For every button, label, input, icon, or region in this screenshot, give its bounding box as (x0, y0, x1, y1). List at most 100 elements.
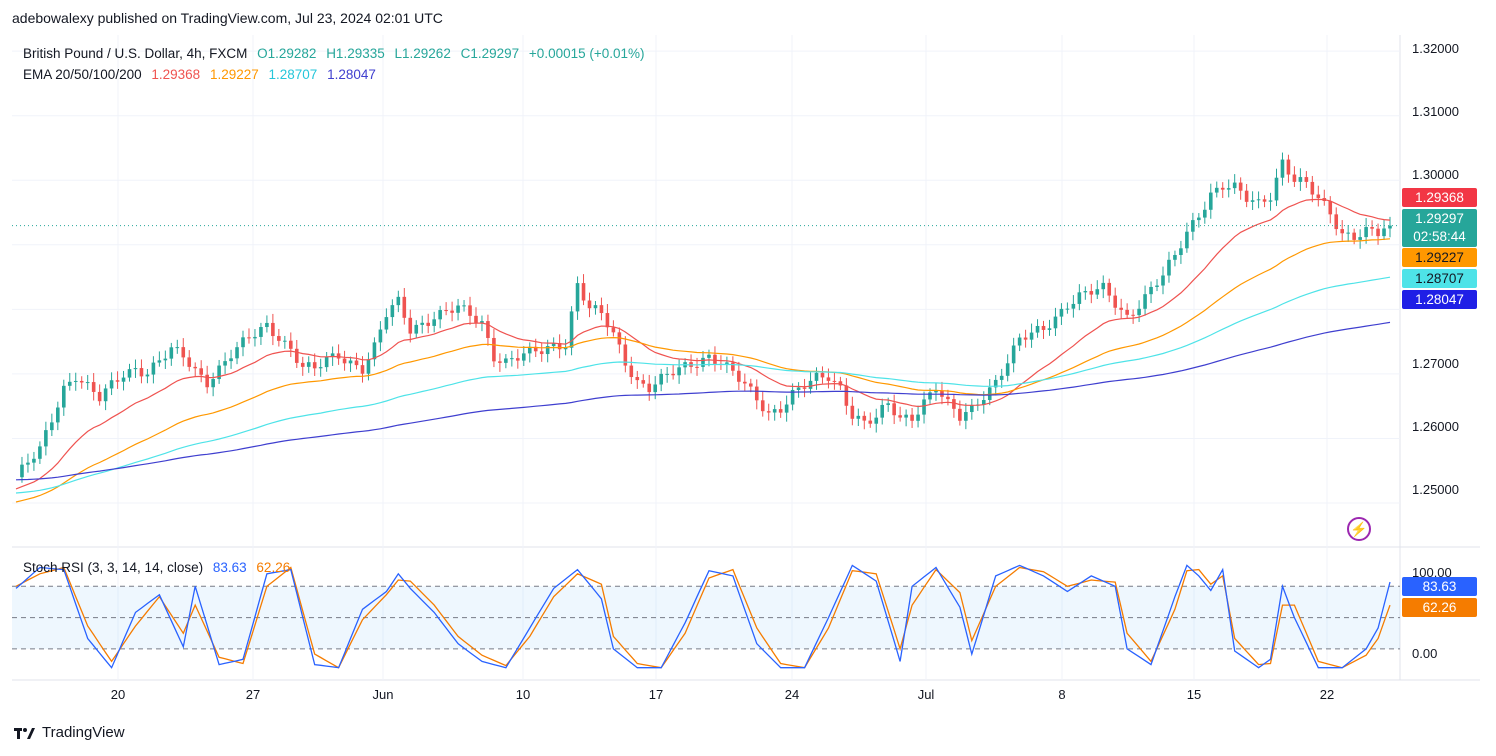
candle-body (934, 390, 938, 393)
ema200-value: 1.28047 (327, 67, 376, 82)
candle-body (1041, 325, 1046, 330)
ohlc-low: L1.29262 (394, 46, 451, 61)
stoch-k-line (15, 564, 1391, 669)
candle-body (139, 368, 144, 377)
y-tick-label: 1.30000 (1412, 167, 1459, 182)
candle-body (1053, 316, 1058, 329)
candle-body (1286, 159, 1291, 175)
candle-body (533, 346, 538, 352)
candle-body (1095, 289, 1100, 295)
candle-body (665, 373, 669, 375)
candle-body (163, 358, 168, 361)
candle-body (1119, 307, 1123, 310)
stoch-legend: Stoch RSI (3, 3, 14, 14, close) 83.63 62… (23, 560, 296, 575)
candle-body (671, 373, 675, 376)
candle-body (1167, 259, 1171, 276)
candle-body (205, 374, 209, 388)
candle-body (1083, 291, 1088, 293)
candle-body (1029, 332, 1034, 340)
candle-body (1047, 328, 1052, 330)
candle-body (169, 347, 174, 359)
candle-body (743, 381, 747, 384)
candle-body (820, 372, 825, 378)
x-tick-label: 17 (648, 687, 664, 702)
candle-body (677, 367, 681, 376)
candle-body (390, 305, 395, 318)
candle-body (193, 366, 198, 369)
candle-body (115, 380, 120, 382)
candle-body (1173, 254, 1177, 260)
candle-body (1370, 227, 1374, 229)
candle-body (241, 337, 245, 348)
publisher-header: adebowalexy published on TradingView.com… (12, 10, 443, 26)
candle-body (587, 300, 592, 309)
candle-body (289, 340, 293, 349)
candle-body (474, 315, 478, 323)
x-tick-label: 15 (1186, 687, 1202, 702)
candle-body (372, 342, 377, 360)
candle-body (157, 360, 162, 363)
candle-body (1059, 308, 1064, 317)
candle-body (516, 358, 520, 361)
candle-body (1131, 314, 1135, 316)
candle-body (575, 283, 580, 312)
candle-body (916, 414, 920, 421)
candle-body (462, 305, 466, 307)
candle-body (438, 310, 442, 320)
candle-body (1238, 182, 1243, 191)
candle-body (1185, 231, 1189, 249)
candle-body (271, 322, 275, 337)
y-tick-label: 1.27000 (1412, 356, 1459, 371)
candle-body (760, 400, 765, 412)
candle-body (103, 388, 108, 402)
candle-body (999, 375, 1004, 380)
candle-body (1376, 228, 1380, 237)
candle-body (504, 358, 508, 363)
x-tick-label: 8 (1058, 687, 1066, 702)
candle-body (1262, 199, 1267, 202)
x-tick-label: Jun (372, 687, 394, 702)
candle-body (880, 404, 885, 418)
candle-body (922, 399, 926, 415)
candle-body (1077, 292, 1082, 304)
candle-body (56, 407, 60, 423)
footer-brand[interactable]: TradingView (14, 724, 125, 741)
candle-body (981, 400, 986, 405)
candle-body (563, 347, 568, 350)
candle-body (336, 353, 341, 359)
candle-body (32, 458, 36, 463)
ema-label: EMA 20/50/100/200 (23, 67, 142, 82)
candle-body (635, 377, 640, 381)
candle-body (73, 380, 78, 382)
stoch-d-line (15, 566, 1391, 669)
ohlc-change: +0.00015 (+0.01%) (528, 46, 645, 61)
candle-body (611, 327, 616, 333)
candle-body (707, 354, 711, 358)
candle-body (510, 358, 514, 360)
candle-body (306, 362, 311, 367)
candle-body (737, 370, 741, 382)
candle-body (521, 353, 526, 361)
candle-body (856, 415, 861, 419)
x-tick-label: 24 (784, 687, 800, 702)
lightning-icon[interactable]: ⚡ (1347, 517, 1371, 541)
stoch-y-tick-label: 100.00 (1412, 565, 1452, 580)
candle-body (964, 412, 968, 421)
candle-body (629, 365, 634, 378)
x-tick-label: 22 (1319, 687, 1335, 702)
candle-body (1065, 308, 1070, 310)
candle-body (354, 360, 359, 366)
candle-body (480, 321, 484, 323)
ema100-value: 1.28707 (268, 67, 318, 82)
candle-body (450, 310, 454, 313)
candle-body (748, 383, 753, 387)
candle-body (265, 322, 269, 328)
candle-body (235, 347, 239, 359)
candle-body (1005, 363, 1010, 376)
candle-body (199, 368, 203, 375)
candle-body (91, 382, 96, 392)
candle-body (1352, 232, 1356, 240)
candle-body (50, 422, 54, 431)
candle-body (539, 351, 544, 355)
